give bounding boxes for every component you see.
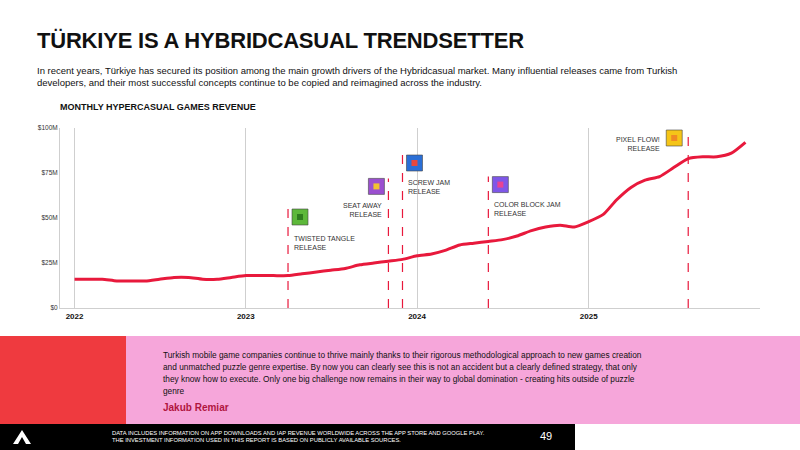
html-text:THE INVESTMENT INFORMATION USE: THE INVESTMENT INFORMATION USED IN THIS … xyxy=(112,437,401,443)
svg-text:MONTHLY HYPERCASUAL GAMES REVE: MONTHLY HYPERCASUAL GAMES REVENUE xyxy=(60,102,256,112)
svg-text:SCREW JAMRELEASE: SCREW JAMRELEASE xyxy=(408,179,450,195)
html-text:49: 49 xyxy=(540,430,553,442)
svg-text:2023: 2023 xyxy=(237,312,255,321)
svg-text:TWISTED TANGLERELEASE: TWISTED TANGLERELEASE xyxy=(294,235,355,251)
html-text:Turkish mobile game companies: Turkish mobile game companies continue t… xyxy=(163,350,642,396)
svg-text:2022: 2022 xyxy=(66,312,84,321)
html-text:Jakub Remiar: Jakub Remiar xyxy=(163,402,229,413)
svg-text:$100M: $100M xyxy=(38,124,58,131)
svg-text:$75M: $75M xyxy=(41,169,57,176)
html-text:TÜRKIYE IS A HYBRIDCASUAL TREN: TÜRKIYE IS A HYBRIDCASUAL TRENDSETTER xyxy=(37,28,524,53)
svg-text:$25M: $25M xyxy=(41,259,57,266)
html-text:DATA INCLUDES INFORMATION ON A: DATA INCLUDES INFORMATION ON APP DOWNLOA… xyxy=(112,430,485,436)
svg-text:2024: 2024 xyxy=(408,312,426,321)
html-text:In recent years, Türkiye has s: In recent years, Türkiye has secured its… xyxy=(37,65,678,88)
svg-text:SEAT AWAYRELEASE: SEAT AWAYRELEASE xyxy=(343,202,382,218)
svg-text:COLOR BLOCK JAMRELEASE: COLOR BLOCK JAMRELEASE xyxy=(494,201,561,217)
svg-text:2025: 2025 xyxy=(580,312,598,321)
svg-text:PIXEL FLOW!RELEASE: PIXEL FLOW!RELEASE xyxy=(616,136,660,152)
svg-text:$50M: $50M xyxy=(41,214,57,221)
svg-text:$0: $0 xyxy=(50,304,58,311)
